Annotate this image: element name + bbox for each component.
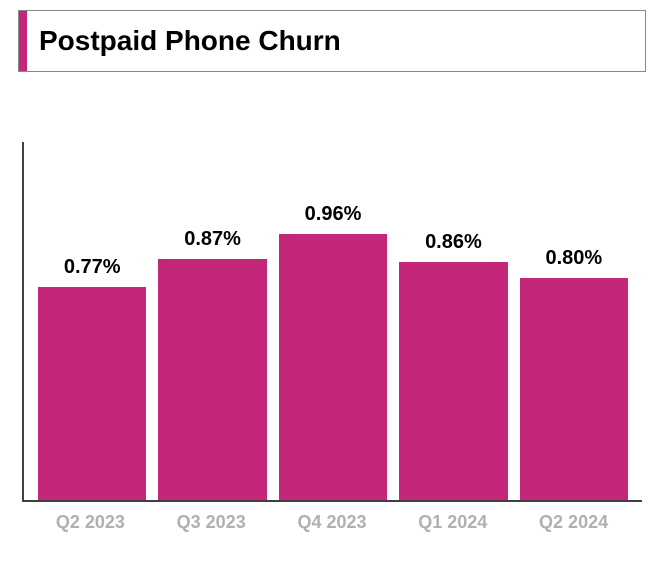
- bar: [399, 262, 507, 500]
- x-tick-label: Q1 2024: [392, 512, 513, 533]
- bar: [158, 259, 266, 500]
- x-axis: Q2 2023Q3 2023Q4 2023Q1 2024Q2 2024: [22, 502, 642, 533]
- bar-value-label: 0.96%: [305, 203, 362, 226]
- x-tick-label: Q2 2023: [30, 512, 151, 533]
- x-tick-label: Q4 2023: [272, 512, 393, 533]
- bar-value-label: 0.86%: [425, 231, 482, 254]
- bar-slot: 0.77%: [32, 142, 152, 500]
- bar-value-label: 0.80%: [545, 247, 602, 270]
- x-tick-label: Q2 2024: [513, 512, 634, 533]
- bar-value-label: 0.87%: [184, 228, 241, 251]
- bar-value-label: 0.77%: [64, 256, 121, 279]
- bar-slot: 0.87%: [152, 142, 272, 500]
- plot-area: 0.77% 0.87% 0.96% 0.86% 0.80%: [22, 142, 642, 502]
- bar-slot: 0.86%: [393, 142, 513, 500]
- churn-bar-chart: 0.77% 0.87% 0.96% 0.86% 0.80% Q2 2023Q3 2023…: [22, 142, 642, 533]
- title-accent-bar: [19, 11, 27, 71]
- x-tick-label: Q3 2023: [151, 512, 272, 533]
- chart-title-box: Postpaid Phone Churn: [18, 10, 646, 72]
- bar: [38, 287, 146, 500]
- bar: [279, 234, 387, 500]
- bar-slot: 0.96%: [273, 142, 393, 500]
- chart-title: Postpaid Phone Churn: [27, 11, 341, 71]
- bar: [520, 278, 628, 500]
- bar-slot: 0.80%: [514, 142, 634, 500]
